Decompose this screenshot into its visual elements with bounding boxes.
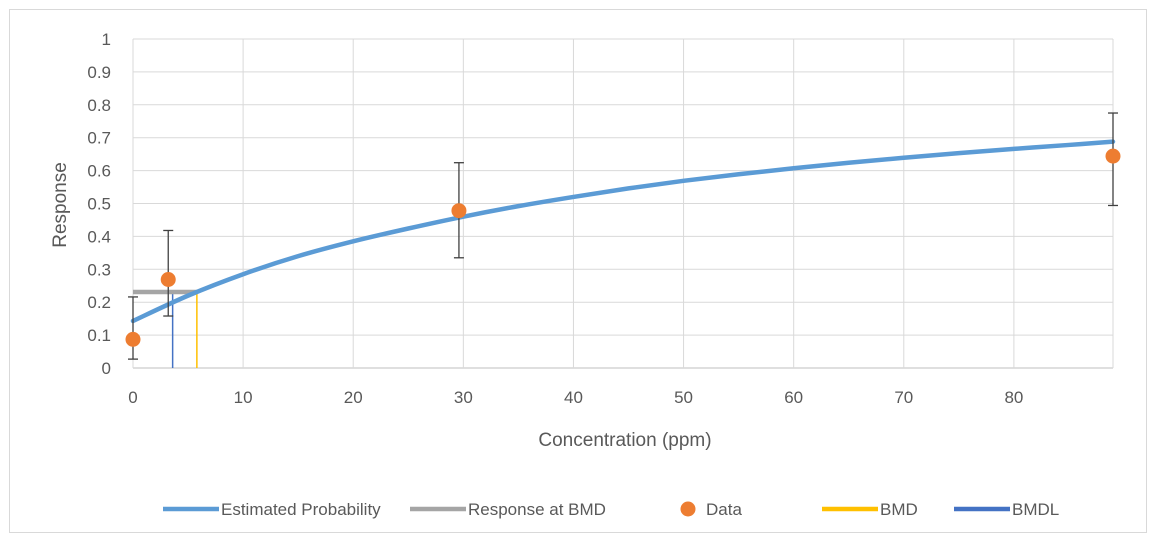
legend-label: Estimated Probability [221, 500, 381, 519]
legend-item: Data [680, 500, 742, 519]
y-tick-label: 0.9 [87, 63, 111, 82]
y-tick-label: 0.4 [87, 227, 111, 246]
y-tick-label: 0.8 [87, 96, 111, 115]
legend-label: BMD [880, 500, 918, 519]
x-axis-title: Concentration (ppm) [538, 430, 711, 451]
y-axis-ticks: 0 0.1 0.2 0.3 0.4 0.5 0.6 0.7 0.8 0.9 1 [87, 30, 111, 378]
x-tick-label: 40 [564, 388, 583, 407]
y-tick-label: 0.6 [87, 162, 111, 181]
y-tick-label: 0.7 [87, 129, 111, 148]
grid-lines [132, 38, 1114, 369]
y-tick-label: 0.2 [87, 293, 111, 312]
data-point [125, 331, 141, 347]
legend-swatch-data [680, 501, 696, 517]
y-tick-label: 0.3 [87, 260, 111, 279]
legend-label: BMDL [1012, 500, 1059, 519]
legend-item: Response at BMD [410, 500, 606, 519]
x-tick-label: 10 [234, 388, 253, 407]
legend-label: Response at BMD [468, 500, 606, 519]
y-tick-label: 0.5 [87, 195, 111, 214]
plot-series [125, 112, 1121, 368]
x-axis-ticks: 0 10 20 30 40 50 60 70 80 [128, 388, 1023, 407]
legend-item: BMD [822, 500, 918, 519]
x-tick-label: 20 [344, 388, 363, 407]
x-tick-label: 80 [1004, 388, 1023, 407]
estimated-probability-curve [130, 139, 1116, 324]
legend: Estimated Probability Response at BMD Data… [163, 500, 1059, 519]
legend-item: BMDL [954, 500, 1059, 519]
y-tick-label: 1 [102, 30, 111, 49]
legend-item: Estimated Probability [163, 500, 381, 519]
x-tick-label: 30 [454, 388, 473, 407]
x-tick-label: 70 [894, 388, 913, 407]
y-tick-label: 0 [102, 359, 111, 378]
data-point [160, 271, 176, 287]
data-point [1105, 148, 1121, 164]
legend-label: Data [706, 500, 742, 519]
chart-frame [9, 9, 1147, 533]
x-tick-label: 0 [128, 388, 137, 407]
data-point [451, 203, 467, 219]
y-tick-label: 0.1 [87, 326, 111, 345]
y-axis-title: Response [50, 162, 71, 248]
x-tick-label: 50 [674, 388, 693, 407]
x-tick-label: 60 [784, 388, 803, 407]
